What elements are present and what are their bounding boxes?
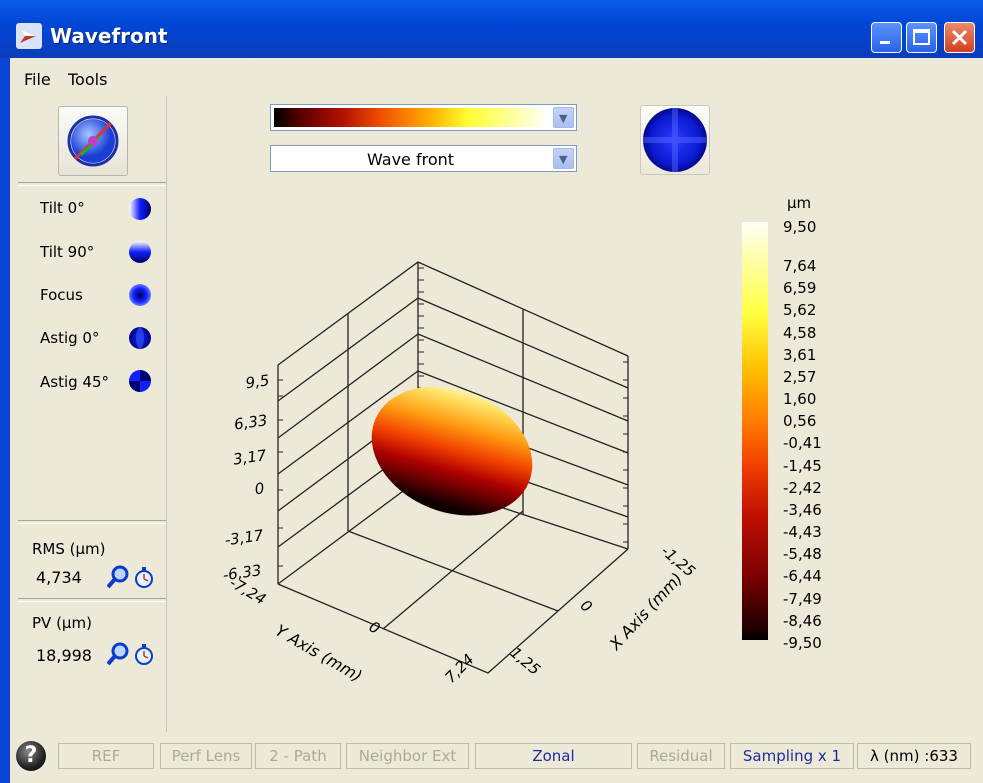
status-path: 2 - Path	[255, 743, 341, 769]
pv-label: PV (µm)	[32, 614, 92, 632]
x-tick: 0	[577, 596, 596, 616]
rms-value: 4,734	[36, 568, 82, 587]
window-title: Wavefront	[50, 24, 168, 48]
left-separator-top	[18, 182, 166, 186]
focus-label: Focus	[40, 286, 83, 304]
status-ref: REF	[58, 743, 154, 769]
astig-45-label: Astig 45°	[40, 373, 110, 391]
view-select[interactable]: Wave front ▼	[270, 145, 577, 172]
legend-tick-label: -6,44	[783, 567, 822, 586]
legend-tick-label: 0,56	[783, 412, 817, 431]
menu-tools[interactable]: Tools	[68, 70, 108, 89]
help-icon[interactable]: ?	[16, 741, 46, 771]
view-dropdown-arrow[interactable]: ▼	[553, 148, 574, 169]
left-panel	[18, 96, 167, 732]
legend-tick-label: 3,61	[783, 345, 817, 364]
close-button[interactable]	[944, 22, 975, 53]
legend-tick-label: 5,62	[783, 301, 817, 320]
color-legend-bar	[742, 222, 768, 640]
colormap-select[interactable]: ▼	[270, 104, 577, 131]
pv-timer-icon[interactable]	[133, 642, 155, 666]
legend-tick-label: 2,57	[783, 367, 817, 386]
y-axis-label: Y Axis (mm)	[272, 621, 365, 686]
z-tick: 9,5	[244, 371, 270, 392]
wavefront-surface	[371, 386, 533, 516]
legend-tick-label: -9,50	[783, 634, 822, 652]
legend-tick-label: -3,46	[783, 500, 822, 519]
legend-tick-label: 9,50	[783, 218, 817, 236]
astig-45-icon[interactable]	[128, 369, 152, 393]
legend-tick-label: -7,49	[783, 589, 822, 608]
astig-0-label: Astig 0°	[40, 329, 100, 347]
close-icon	[951, 29, 968, 46]
rms-zoom-icon[interactable]	[107, 565, 129, 589]
left-separator-mid	[18, 520, 166, 524]
status-neighbor-ext: Neighbor Ext	[346, 743, 469, 769]
tilt-0-icon[interactable]	[128, 197, 152, 221]
app-arrow-icon	[16, 23, 42, 49]
maximize-button[interactable]	[906, 22, 937, 53]
legend-tick-label: -2,42	[783, 478, 822, 497]
legend-tick-label: -4,43	[783, 523, 822, 542]
left-separator-bottom	[18, 598, 166, 602]
minimize-button[interactable]	[871, 22, 902, 53]
z-tick: 0	[254, 479, 266, 498]
pv-zoom-icon[interactable]	[107, 642, 129, 666]
rms-label: RMS (µm)	[32, 540, 106, 558]
status-lambda: λ (nm) :633	[857, 743, 971, 769]
minimize-icon	[880, 41, 890, 44]
z-tick: 3,17	[232, 446, 268, 469]
focus-icon[interactable]	[128, 283, 152, 307]
x-axis-label: X Axis (mm)	[605, 569, 686, 654]
legend-tick-label: -8,46	[783, 611, 822, 630]
maximize-icon	[913, 29, 930, 45]
pupil-map-icon	[643, 108, 707, 172]
legend-tick-label: -5,48	[783, 545, 822, 564]
tilt-0-label: Tilt 0°	[40, 199, 85, 217]
window-left-border	[0, 58, 10, 783]
pupil-preview-button[interactable]	[640, 105, 710, 175]
chevron-down-icon: ▼	[559, 153, 568, 166]
legend-tick-label: -1,45	[783, 456, 822, 475]
z-tick: 6,33	[233, 411, 269, 433]
legend-unit: µm	[787, 194, 812, 212]
pv-value: 18,998	[36, 646, 92, 665]
view-select-value: Wave front	[366, 150, 455, 169]
status-zonal: Zonal	[475, 743, 632, 769]
legend-tick-label: 6,59	[783, 279, 817, 298]
status-perf-lens: Perf Lens	[160, 743, 252, 769]
x-tick: 1,25	[507, 644, 544, 679]
status-residual: Residual	[637, 743, 725, 769]
colormap-dropdown-arrow[interactable]: ▼	[553, 107, 574, 128]
astig-0-icon[interactable]	[128, 326, 152, 350]
colormap-preview	[274, 108, 544, 127]
legend-tick-label: 4,58	[783, 323, 817, 342]
rms-timer-icon[interactable]	[133, 565, 155, 589]
no-aberration-icon	[67, 115, 119, 167]
legend-tick-label: -0,41	[783, 434, 822, 453]
menu-bar: File Tools	[10, 64, 983, 92]
menu-file[interactable]: File	[24, 70, 51, 89]
legend-tick-label: 7,64	[783, 257, 817, 275]
tilt-90-label: Tilt 90°	[40, 243, 95, 261]
z-tick: -3,17	[224, 526, 265, 549]
disable-tilt-button[interactable]	[58, 106, 128, 176]
status-sampling: Sampling x 1	[730, 743, 854, 769]
chevron-down-icon: ▼	[559, 112, 568, 125]
legend-tick-label: 1,60	[783, 390, 817, 409]
tilt-90-icon[interactable]	[128, 240, 152, 264]
title-bar[interactable]: Wavefront	[0, 0, 983, 58]
z-tick: -6,33	[222, 561, 263, 584]
